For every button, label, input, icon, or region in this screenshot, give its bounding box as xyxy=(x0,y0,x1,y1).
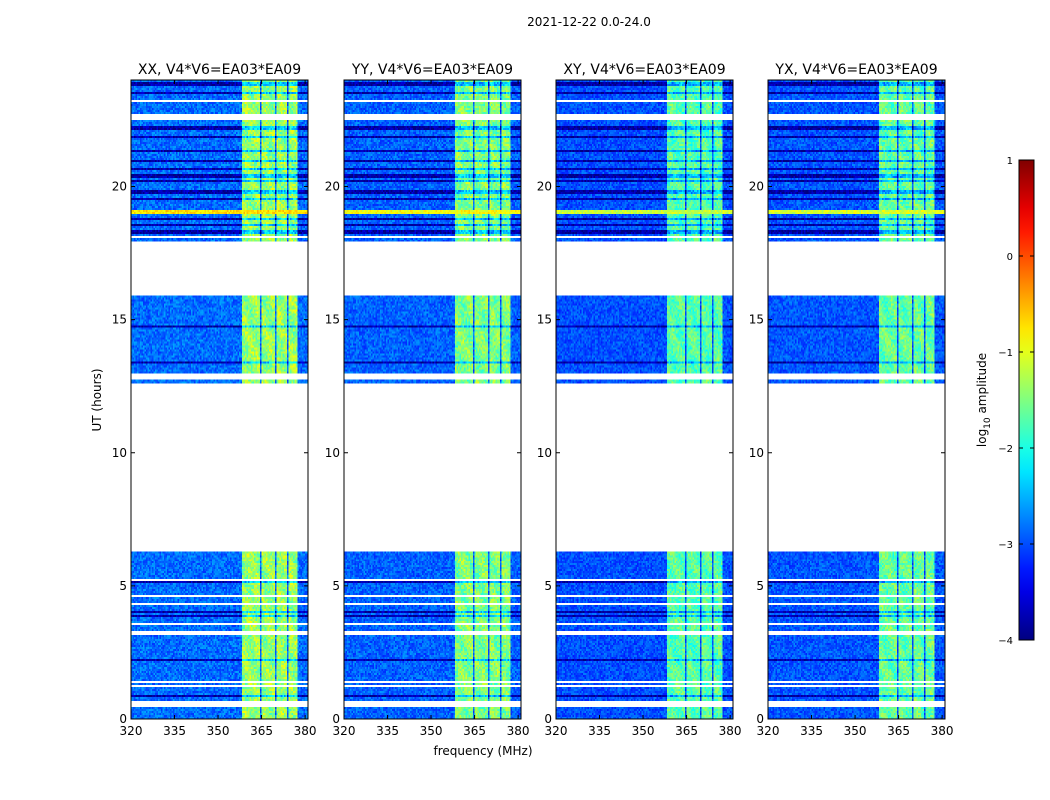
y-tick-label: 20 xyxy=(325,180,340,194)
chart-title: 2021-12-22 0.0-24.0 xyxy=(527,15,651,29)
x-tick-label: 350 xyxy=(632,724,655,738)
panel-1: YY, V4*V6=EA03*EA09 320 335 350 365 380 0 5 10 15… xyxy=(325,62,530,738)
colorbar-label: log10 amplitude xyxy=(975,353,993,447)
y-tick-label: 20 xyxy=(112,180,127,194)
x-tick-label: 365 xyxy=(463,724,486,738)
panel-frame xyxy=(767,79,946,720)
y-tick-label: 0 xyxy=(119,712,127,726)
x-tick-label: 335 xyxy=(163,724,186,738)
colorbar-label-subscript: 10 xyxy=(983,417,993,429)
colorbar-tick-label: −4 xyxy=(998,636,1013,647)
y-tick-label: 10 xyxy=(325,446,340,460)
colorbar-tick-label: −3 xyxy=(998,540,1013,551)
heatmap-image xyxy=(768,80,945,719)
x-tick-label: 320 xyxy=(333,724,356,738)
y-tick-label: 15 xyxy=(112,313,127,327)
x-tick-label: 365 xyxy=(887,724,910,738)
x-tick-label: 380 xyxy=(719,724,742,738)
y-axis-label: UT (hours) xyxy=(90,368,104,431)
y-tick-label: 0 xyxy=(332,712,340,726)
colorbar-label-prefix: log xyxy=(975,429,989,447)
panel-3: YX, V4*V6=EA03*EA09 320 335 350 365 380 0 5 10 15… xyxy=(749,62,954,738)
colorbar-label-suffix: amplitude xyxy=(975,353,989,417)
y-tick-label: 5 xyxy=(332,579,340,593)
panel-title: XX, V4*V6=EA03*EA09 xyxy=(138,62,301,78)
x-tick-label: 320 xyxy=(757,724,780,738)
x-tick-label: 350 xyxy=(420,724,443,738)
colorbar-tick-label: −2 xyxy=(998,444,1013,455)
x-tick-label: 380 xyxy=(507,724,530,738)
heatmap-image xyxy=(131,80,308,719)
x-tick-label: 320 xyxy=(545,724,568,738)
x-tick-label: 335 xyxy=(588,724,611,738)
colorbar-tick-label: 1 xyxy=(1007,156,1013,167)
colorbar-tick-label: 0 xyxy=(1007,252,1013,263)
colorbar-tick-label: −1 xyxy=(998,348,1013,359)
y-tick-label: 0 xyxy=(756,712,764,726)
heatmap-image xyxy=(344,80,521,719)
panel-0: XX, V4*V6=EA03*EA09 320 335 350 365 380 0 5 10 15… xyxy=(112,62,317,738)
panel-2: XY, V4*V6=EA03*EA09 320 335 350 365 380 0 5 10 15… xyxy=(537,62,742,738)
y-tick-label: 15 xyxy=(749,313,764,327)
x-axis-label: frequency (MHz) xyxy=(433,744,532,758)
heatmap-panels: XX, V4*V6=EA03*EA09 320 335 350 365 380 0 5 10 15… xyxy=(112,62,954,738)
x-tick-label: 380 xyxy=(931,724,954,738)
panel-frame xyxy=(130,79,309,720)
panel-title: YX, V4*V6=EA03*EA09 xyxy=(774,62,937,78)
y-tick-label: 5 xyxy=(544,579,552,593)
x-tick-label: 365 xyxy=(675,724,698,738)
y-tick-label: 10 xyxy=(112,446,127,460)
panel-title: YY, V4*V6=EA03*EA09 xyxy=(351,62,513,78)
x-tick-label: 380 xyxy=(294,724,317,738)
y-tick-label: 5 xyxy=(119,579,127,593)
y-tick-label: 15 xyxy=(537,313,552,327)
y-tick-label: 15 xyxy=(325,313,340,327)
x-tick-label: 335 xyxy=(800,724,823,738)
panel-frame xyxy=(343,79,522,720)
y-tick-label: 5 xyxy=(756,579,764,593)
colorbar-gradient xyxy=(1018,159,1035,641)
panel-title: XY, V4*V6=EA03*EA09 xyxy=(563,62,725,78)
x-tick-label: 365 xyxy=(250,724,273,738)
x-tick-label: 335 xyxy=(376,724,399,738)
y-tick-label: 0 xyxy=(544,712,552,726)
y-tick-label: 20 xyxy=(749,180,764,194)
y-tick-label: 10 xyxy=(749,446,764,460)
y-tick-label: 10 xyxy=(537,446,552,460)
x-tick-label: 350 xyxy=(207,724,230,738)
heatmap-image xyxy=(556,80,733,719)
y-tick-label: 20 xyxy=(537,180,552,194)
x-tick-label: 350 xyxy=(844,724,867,738)
panel-frame xyxy=(555,79,734,720)
x-tick-label: 320 xyxy=(120,724,143,738)
